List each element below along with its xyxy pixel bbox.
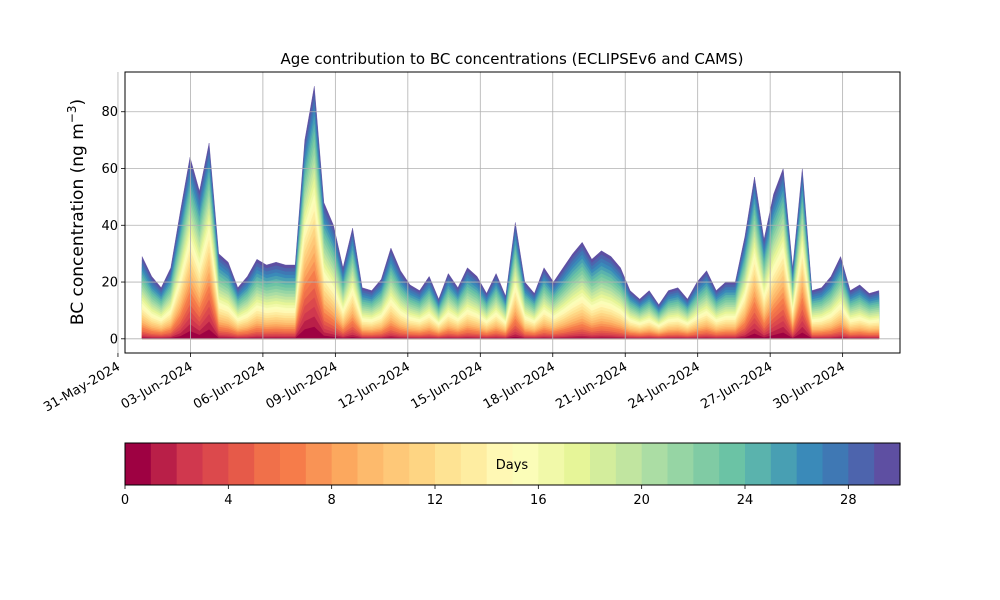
x-tick-label: 15-Jun-2024 bbox=[408, 359, 485, 412]
colorbar-tick-label: 8 bbox=[328, 493, 336, 508]
x-tick-label: 09-Jun-2024 bbox=[264, 359, 341, 412]
colorbar-band-11 bbox=[409, 443, 436, 485]
y-axis-label: BC concentration (ng m−3) bbox=[65, 99, 88, 325]
colorbar-band-3 bbox=[202, 443, 229, 485]
colorbar-tick-label: 20 bbox=[633, 493, 650, 508]
colorbar-band-19 bbox=[615, 443, 643, 485]
colorbar-band-0 bbox=[125, 443, 152, 485]
colorbar-band-27 bbox=[822, 443, 849, 485]
y-tick-label: 60 bbox=[101, 162, 118, 177]
colorbar-tick-label: 0 bbox=[121, 493, 129, 508]
x-tick-label: 06-Jun-2024 bbox=[191, 359, 268, 412]
y-tick-label: 40 bbox=[101, 219, 118, 234]
colorbar-ticks: 0 4 8 12 16 20 24 28 bbox=[121, 485, 857, 508]
colorbar-tick-label: 4 bbox=[224, 493, 232, 508]
colorbar-band-1 bbox=[150, 443, 178, 485]
y-tick-label: 20 bbox=[101, 276, 118, 291]
plot-area bbox=[117, 71, 901, 354]
colorbar-band-13 bbox=[460, 443, 488, 485]
x-tick-label: 31-May-2024 bbox=[41, 359, 123, 415]
colorbar-band-23 bbox=[719, 443, 746, 485]
colorbar-band-6 bbox=[280, 443, 307, 485]
colorbar-band-16 bbox=[538, 443, 565, 485]
colorbar-band-10 bbox=[383, 443, 410, 485]
colorbar-band-24 bbox=[745, 443, 772, 485]
stacked-age-areas bbox=[141, 86, 880, 339]
y-tick-label: 0 bbox=[110, 332, 118, 347]
colorbar-band-15 bbox=[512, 443, 539, 485]
colorbar-band-8 bbox=[331, 443, 359, 485]
x-tick-label: 12-Jun-2024 bbox=[336, 359, 413, 412]
colorbar-band-26 bbox=[796, 443, 824, 485]
x-tick-label: 27-Jun-2024 bbox=[698, 359, 775, 412]
plot-frame bbox=[124, 71, 901, 354]
colorbar-frame bbox=[124, 442, 901, 486]
chart-title: Age contribution to BC concentrations (E… bbox=[281, 50, 744, 68]
colorbar-band-17 bbox=[564, 443, 591, 485]
colorbar-tick-label: 24 bbox=[737, 493, 754, 508]
y-axis-label-exponent: −3 bbox=[65, 105, 79, 123]
colorbar-tick-label: 28 bbox=[840, 493, 857, 508]
x-tick-label: 03-Jun-2024 bbox=[119, 359, 196, 412]
colorbar-band-28 bbox=[848, 443, 875, 485]
colorbar-band-5 bbox=[254, 443, 281, 485]
y-axis-ticks: 0 20 40 60 80 bbox=[101, 105, 125, 347]
colorbar-tick-label: 16 bbox=[530, 493, 547, 508]
x-tick-label: 30-Jun-2024 bbox=[771, 359, 848, 412]
colorbar-band-9 bbox=[357, 443, 384, 485]
y-tick-label: 80 bbox=[101, 105, 118, 120]
colorbar-band-14 bbox=[486, 443, 514, 485]
colorbar: Days 0 4 8 12 16 20 24 28 bbox=[121, 442, 901, 508]
colorbar-band-7 bbox=[305, 443, 333, 485]
colorbar-band-25 bbox=[770, 443, 798, 485]
colorbar-band-21 bbox=[667, 443, 694, 485]
x-tick-label: 18-Jun-2024 bbox=[481, 359, 558, 412]
colorbar-band-22 bbox=[693, 443, 720, 485]
colorbar-tick-label: 12 bbox=[427, 493, 444, 508]
colorbar-band-29 bbox=[874, 443, 901, 485]
x-axis-ticks: 31-May-202403-Jun-202406-Jun-202409-Jun-… bbox=[41, 353, 848, 415]
x-tick-label: 24-Jun-2024 bbox=[626, 359, 703, 412]
colorbar-bands bbox=[125, 443, 901, 485]
colorbar-label: Days bbox=[496, 458, 529, 473]
colorbar-band-4 bbox=[228, 443, 255, 485]
colorbar-band-2 bbox=[176, 443, 204, 485]
colorbar-band-18 bbox=[590, 443, 617, 485]
colorbar-band-20 bbox=[641, 443, 669, 485]
gridlines bbox=[117, 72, 900, 353]
x-tick-label: 21-Jun-2024 bbox=[553, 359, 630, 412]
colorbar-band-12 bbox=[435, 443, 462, 485]
